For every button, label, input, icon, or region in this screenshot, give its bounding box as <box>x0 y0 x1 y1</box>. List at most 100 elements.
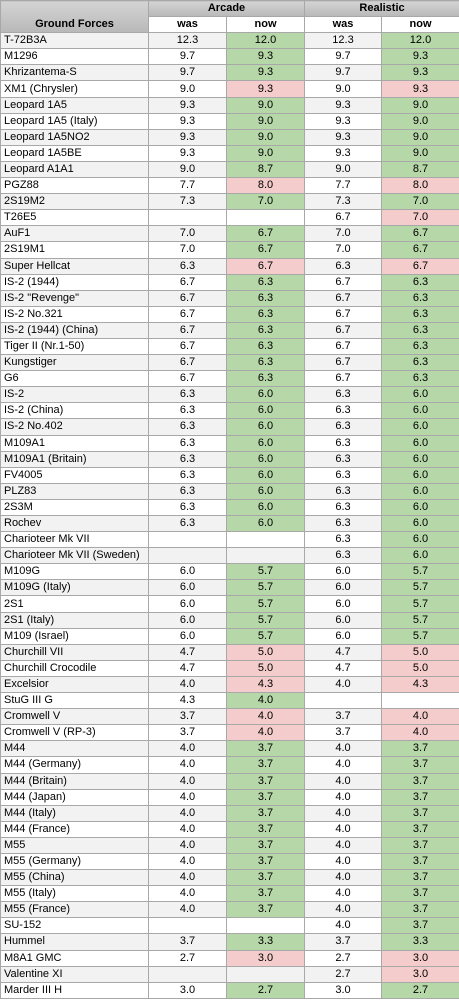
br-cell: 6.0 <box>225 418 306 436</box>
br-cell: 6.3 <box>148 257 227 275</box>
vehicle-name: Churchill VII <box>0 643 149 661</box>
br-cell <box>225 917 306 935</box>
vehicle-name: PLZ83 <box>0 482 149 500</box>
br-cell: 6.3 <box>304 386 383 404</box>
br-cell: 6.0 <box>225 450 306 468</box>
vehicle-name: Valentine XI <box>0 965 149 983</box>
br-cell: 9.3 <box>304 112 383 130</box>
table-row: M8A1 GMC 2.7 3.0 2.7 3.0 <box>0 949 459 967</box>
vehicle-name: PGZ88 <box>0 177 149 195</box>
br-cell: 6.0 <box>225 434 306 452</box>
vehicle-name: Leopard 1A5 <box>0 96 149 114</box>
vehicle-name: M44 (Britain) <box>0 772 149 790</box>
br-cell: 4.0 <box>304 901 383 919</box>
br-cell: 9.3 <box>381 80 459 98</box>
br-cell: 6.7 <box>148 337 227 356</box>
br-cell: 7.0 <box>304 241 383 259</box>
br-cell: 4.0 <box>304 740 383 758</box>
vehicle-name: M44 <box>0 740 149 758</box>
table-row: IS-2 No.321 6.7 6.3 6.7 6.3 <box>0 305 459 323</box>
br-cell: 6.0 <box>381 450 459 468</box>
table-row: Leopard 1A5 (Italy) 9.3 9.0 9.3 9.0 <box>0 112 459 130</box>
table-row: Cromwell V (RP-3) 3.7 4.0 3.7 4.0 <box>0 724 459 742</box>
vehicle-name: M44 (Germany) <box>0 756 149 774</box>
table-row: IS-2 (1944) (China) 6.7 6.3 6.7 6.3 <box>0 321 459 339</box>
vehicle-name: T-72B3A <box>0 32 149 50</box>
br-cell: 9.3 <box>148 128 227 146</box>
br-cell: 7.0 <box>381 209 459 227</box>
br-cell: 6.0 <box>148 611 227 629</box>
br-cell: 4.0 <box>304 836 383 854</box>
vehicle-name: M44 (France) <box>0 820 149 838</box>
table-row: Charioteer Mk VII (Sweden) 6.3 6.0 <box>0 547 459 565</box>
br-cell: 5.7 <box>225 595 306 613</box>
table-row: IS-2 (China) 6.3 6.0 6.3 6.0 <box>0 402 459 420</box>
table-row: 2S19M2 7.3 7.0 7.3 7.0 <box>0 193 459 211</box>
br-cell: 8.0 <box>225 177 306 195</box>
br-cell: 6.7 <box>304 305 383 323</box>
table-row: M44 (Japan) 4.0 3.7 4.0 3.7 <box>0 788 459 806</box>
br-cell: 5.7 <box>381 611 459 629</box>
br-cell: 9.0 <box>381 96 459 114</box>
br-cell: 6.7 <box>304 209 383 227</box>
table-row: IS-2 (1944) 6.7 6.3 6.7 6.3 <box>0 273 459 291</box>
br-cell: 6.3 <box>225 370 306 388</box>
br-cell: 9.0 <box>381 128 459 146</box>
br-cell: 7.0 <box>148 241 227 259</box>
br-cell: 6.3 <box>381 321 459 339</box>
br-cell: 6.7 <box>381 257 459 275</box>
br-cell: 6.3 <box>381 305 459 323</box>
br-cell: 6.3 <box>381 370 459 388</box>
br-cell: 4.3 <box>381 675 459 694</box>
br-cell: 6.0 <box>304 595 383 613</box>
br-cell: 9.0 <box>381 144 459 162</box>
br-cell <box>381 692 459 710</box>
vehicle-name: Khrizantema-S <box>0 64 149 82</box>
br-cell: 3.7 <box>225 740 306 758</box>
br-cell: 6.3 <box>304 402 383 420</box>
br-cell: 6.3 <box>304 257 383 275</box>
br-cell: 6.0 <box>225 466 306 484</box>
br-cell: 5.0 <box>225 643 306 661</box>
br-cell: 6.3 <box>148 482 227 500</box>
vehicle-name: T26E5 <box>0 209 149 227</box>
table-row: M1296 9.7 9.3 9.7 9.3 <box>0 48 459 66</box>
br-cell: 3.7 <box>381 740 459 758</box>
br-cell: 3.7 <box>381 917 459 935</box>
br-cell <box>148 531 227 549</box>
vehicle-name: M109G <box>0 563 149 581</box>
br-cell: 6.0 <box>148 627 227 645</box>
header-cell: Arcade <box>147 0 306 18</box>
br-cell: 4.0 <box>148 869 227 887</box>
header-cell: now <box>225 16 306 34</box>
br-cell: 9.0 <box>225 112 306 130</box>
br-cell: 6.3 <box>381 337 459 356</box>
br-cell: 6.0 <box>381 386 459 404</box>
br-cell <box>225 547 306 565</box>
br-cell: 6.7 <box>304 289 383 307</box>
br-cell: 6.0 <box>148 579 227 597</box>
br-cell: 9.3 <box>225 64 306 82</box>
br-cell: 4.0 <box>381 724 459 742</box>
table-row: FV4005 6.3 6.0 6.3 6.0 <box>0 466 459 484</box>
br-cell: 6.3 <box>304 418 383 436</box>
table-row: StuG III G 4.3 4.0 <box>0 692 459 710</box>
table-row: M55 (China) 4.0 3.7 4.0 3.7 <box>0 869 459 887</box>
vehicle-name: Leopard A1A1 <box>0 160 149 179</box>
table-row: Charioteer Mk VII 6.3 6.0 <box>0 531 459 549</box>
br-cell: 3.3 <box>225 933 306 951</box>
vehicle-name: IS-2 No.402 <box>0 418 149 436</box>
br-cell: 4.0 <box>304 756 383 774</box>
br-cell: 4.0 <box>304 675 383 694</box>
br-cell: 8.7 <box>225 160 306 179</box>
br-cell: 6.0 <box>381 531 459 549</box>
br-cell: 6.0 <box>381 434 459 452</box>
table-row: M44 4.0 3.7 4.0 3.7 <box>0 740 459 758</box>
vehicle-name: Tiger II (Nr.1-50) <box>0 337 149 356</box>
br-cell: 9.0 <box>225 144 306 162</box>
br-cell: 7.3 <box>148 193 227 211</box>
br-cell: 9.7 <box>148 48 227 66</box>
br-cell: 7.0 <box>225 193 306 211</box>
